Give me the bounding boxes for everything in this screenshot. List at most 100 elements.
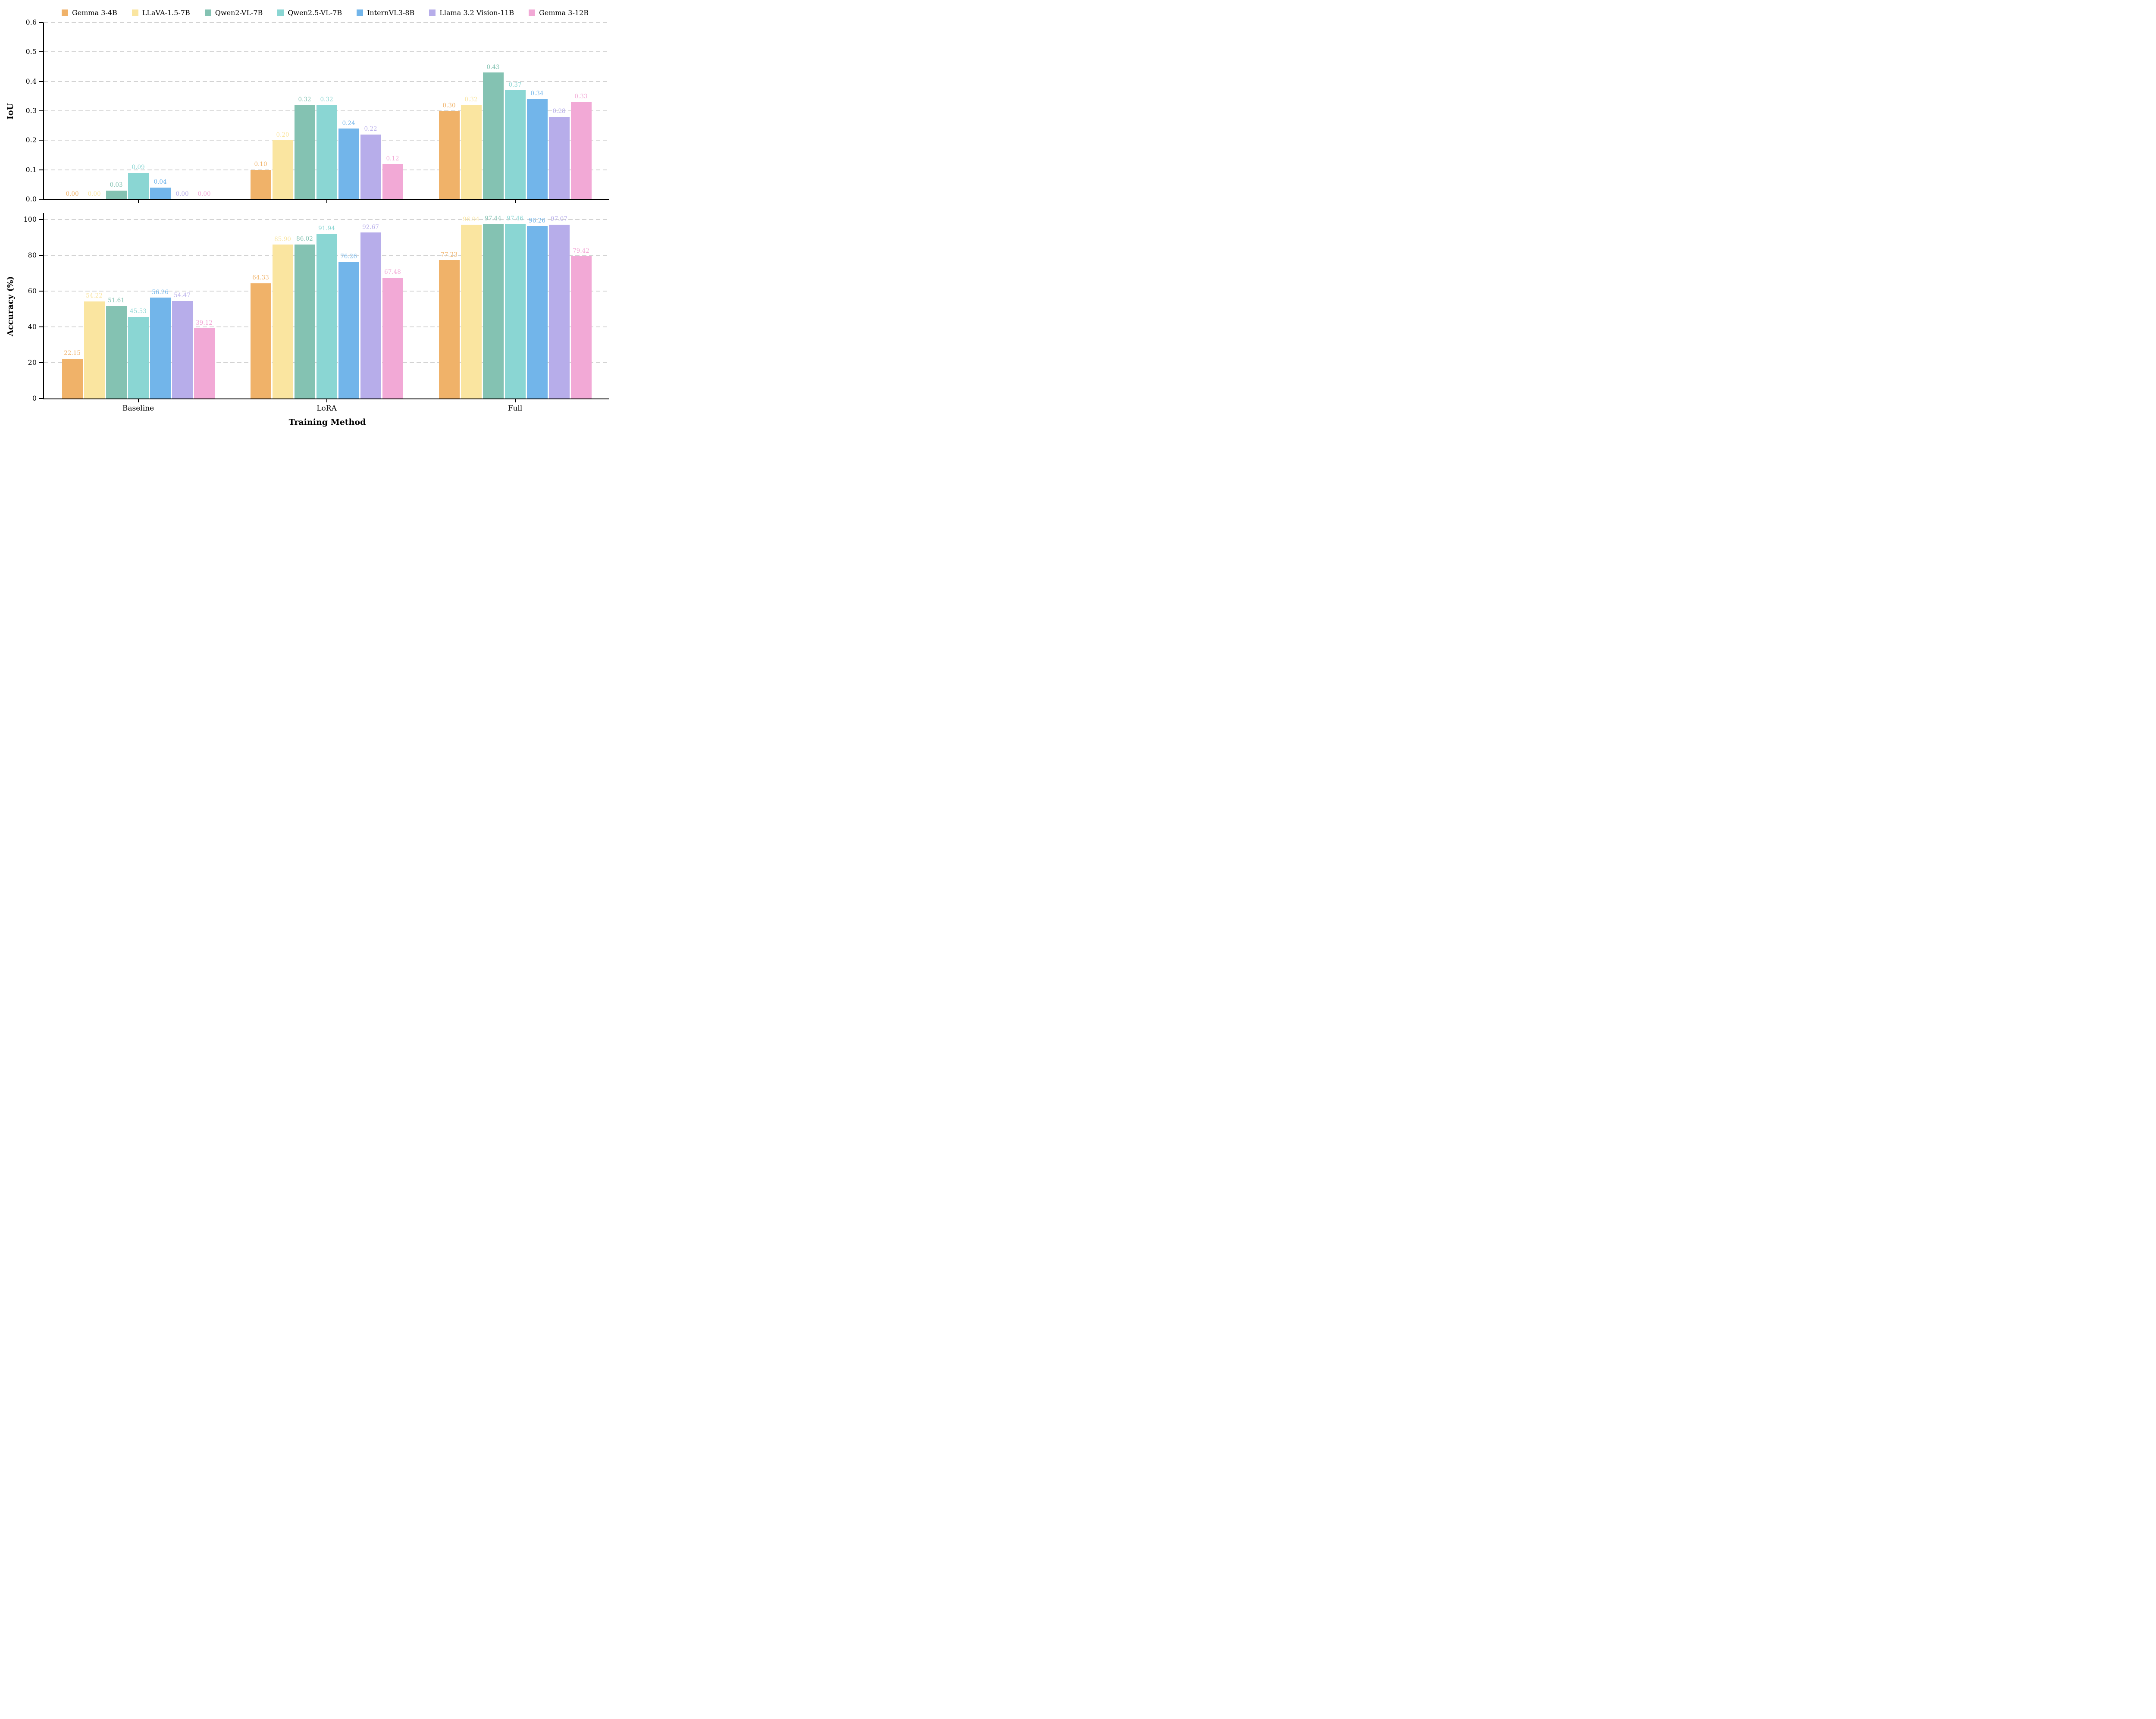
bar-gemma-3-12b-full: 0.33 bbox=[570, 94, 592, 199]
legend-item-internvl3-8b: InternVL3-8B bbox=[357, 9, 414, 17]
bar-value-label: 0.03 bbox=[110, 182, 123, 188]
color-swatch bbox=[357, 9, 364, 16]
color-swatch bbox=[132, 9, 138, 16]
bar-qwen2-5-vl-7b-full: 0.37 bbox=[505, 82, 526, 199]
bar-value-label: 0.37 bbox=[508, 81, 522, 88]
legend-label: LLaVA-1.5-7B bbox=[142, 8, 190, 17]
y-tick-label: 100 bbox=[23, 215, 37, 223]
legend-label: Qwen2-VL-7B bbox=[215, 8, 263, 17]
bar-value-label: 22.15 bbox=[64, 350, 81, 357]
bar-value-label: 0.32 bbox=[320, 96, 333, 103]
y-tick-label: 80 bbox=[28, 251, 37, 259]
bar-internvl3-8b-full: 0.34 bbox=[526, 91, 548, 199]
x-tick-mark bbox=[138, 199, 139, 203]
bar-value-label: 67.48 bbox=[384, 269, 401, 276]
bar-llama-3-2-vision-11b-lora: 92.67 bbox=[360, 224, 381, 398]
y-tick-mark bbox=[39, 362, 43, 363]
bar-qwen2-vl-7b-baseline: 0.03 bbox=[106, 182, 127, 199]
bar-value-label: 39.12 bbox=[196, 319, 213, 326]
y-tick-label: 0.1 bbox=[25, 165, 37, 174]
bar-gemma-3-4b-full: 77.23 bbox=[439, 252, 460, 398]
color-swatch bbox=[429, 9, 436, 16]
legend: Gemma 3-4B LLaVA-1.5-7B Qwen2-VL-7B Qwen2.5… bbox=[39, 3, 611, 22]
legend-item-qwen2-5-vl-7b: Qwen2.5-VL-7B bbox=[277, 9, 342, 17]
bar-llava-1-5-7b-full: 96.94 bbox=[461, 216, 482, 398]
y-tick-label: 0.4 bbox=[25, 77, 37, 85]
legend-label: Llama 3.2 Vision-11B bbox=[439, 8, 514, 17]
bar-group-baseline: 0.00 0.00 0.03 0.09 0.04 0.00 0.00 bbox=[44, 22, 232, 199]
bar-value-label: 91.94 bbox=[318, 225, 335, 232]
legend-label: InternVL3-8B bbox=[367, 8, 415, 17]
bar-internvl3-8b-baseline: 56.26 bbox=[150, 289, 171, 398]
accuracy-plot-area: 0 20 40 60 80 100 22.15 54.22 51.61 45.53 56.26 54.… bbox=[23, 213, 609, 413]
y-tick-label: 20 bbox=[28, 358, 37, 367]
legend-item-gemma-3-4b: Gemma 3-4B bbox=[62, 9, 117, 17]
y-tick-label: 0.6 bbox=[25, 18, 37, 26]
bar-llava-1-5-7b-lora: 85.90 bbox=[272, 236, 293, 398]
bar-value-label: 0.34 bbox=[530, 90, 544, 97]
legend-item-llama-3-2-vision-11b: Llama 3.2 Vision-11B bbox=[429, 9, 514, 17]
bar-gemma-3-12b-baseline: 39.12 bbox=[194, 320, 215, 398]
bar-value-label: 97.46 bbox=[507, 215, 523, 222]
bar-value-label: 0.30 bbox=[442, 102, 456, 109]
x-tick-mark bbox=[514, 398, 516, 402]
legend-label: Gemma 3-4B bbox=[72, 8, 117, 17]
bar-internvl3-8b-baseline: 0.04 bbox=[150, 179, 171, 199]
gridline-0.6 bbox=[44, 22, 609, 23]
x-tick-label-lora: LoRA bbox=[317, 404, 337, 413]
gridline-100 bbox=[44, 219, 609, 220]
bar-qwen2-5-vl-7b-lora: 0.32 bbox=[316, 97, 337, 199]
bar-qwen2-5-vl-7b-full: 97.46 bbox=[505, 216, 526, 398]
bar-value-label: 0.00 bbox=[66, 190, 79, 198]
bar-llama-3-2-vision-11b-lora: 0.22 bbox=[360, 126, 381, 199]
legend-item-qwen2-vl-7b: Qwen2-VL-7B bbox=[204, 8, 263, 17]
bar-internvl3-8b-lora: 0.24 bbox=[338, 120, 359, 199]
y-tick-mark bbox=[39, 110, 43, 111]
bar-llama-3-2-vision-11b-baseline: 54.47 bbox=[172, 293, 193, 398]
bar-qwen2-vl-7b-baseline: 51.61 bbox=[106, 298, 127, 398]
bar-value-label: 77.23 bbox=[441, 251, 458, 258]
bar-value-label: 85.90 bbox=[274, 235, 291, 243]
bar-value-label: 0.00 bbox=[88, 190, 101, 198]
bar-value-label: 0.00 bbox=[197, 190, 211, 198]
bar-value-label: 0.04 bbox=[154, 179, 167, 186]
y-tick-label: 0 bbox=[32, 394, 37, 402]
y-tick-mark bbox=[39, 51, 43, 53]
bar-qwen2-vl-7b-lora: 0.32 bbox=[294, 97, 315, 199]
bar-value-label: 92.67 bbox=[362, 223, 379, 231]
bar-gemma-3-4b-full: 0.30 bbox=[439, 103, 460, 199]
bar-value-label: 76.26 bbox=[340, 253, 357, 260]
x-tick-label-full: Full bbox=[508, 404, 523, 413]
x-tick-mark bbox=[326, 199, 327, 203]
bar-gemma-3-4b-baseline: 22.15 bbox=[62, 351, 83, 398]
bar-gemma-3-4b-lora: 0.10 bbox=[250, 162, 271, 199]
bar-qwen2-vl-7b-full: 97.44 bbox=[483, 216, 504, 398]
y-tick-label: 0.3 bbox=[25, 107, 37, 115]
bar-group-lora: 64.33 85.90 86.02 91.94 76.26 92.67 67.48 bbox=[232, 213, 421, 398]
bar-value-label: 0.12 bbox=[386, 155, 399, 162]
bar-group-baseline: 22.15 54.22 51.61 45.53 56.26 54.47 39.12 bbox=[44, 213, 232, 398]
y-tick-label: 60 bbox=[28, 286, 37, 295]
bar-qwen2-5-vl-7b-baseline: 45.53 bbox=[128, 309, 149, 398]
bar-llava-1-5-7b-baseline: 54.22 bbox=[84, 293, 105, 398]
bar-value-label: 54.47 bbox=[174, 292, 191, 299]
y-tick-mark bbox=[39, 169, 43, 170]
bar-gemma-3-12b-full: 79.42 bbox=[570, 248, 592, 398]
bar-value-label: 45.53 bbox=[130, 308, 147, 315]
y-tick-mark bbox=[39, 326, 43, 327]
color-swatch bbox=[277, 9, 284, 16]
legend-label: Gemma 3-12B bbox=[539, 8, 589, 17]
bar-value-label: 0.00 bbox=[175, 190, 189, 198]
bar-value-label: 0.22 bbox=[364, 125, 377, 133]
iou-plot-area: 0.0 0.1 0.2 0.3 0.4 0.5 0.6 0.00 0.00 0.03 0.09 0.0… bbox=[26, 19, 609, 203]
bar-value-label: 0.09 bbox=[132, 164, 145, 171]
x-tick-mark bbox=[514, 199, 516, 203]
bar-gemma-3-12b-lora: 0.12 bbox=[382, 156, 403, 199]
bar-gemma-3-12b-lora: 67.48 bbox=[382, 270, 403, 398]
y-tick-mark bbox=[39, 219, 43, 220]
bar-group-full: 0.30 0.32 0.43 0.37 0.34 0.28 0.33 bbox=[421, 22, 609, 199]
y-tick-mark bbox=[39, 398, 43, 399]
bar-llava-1-5-7b-full: 0.32 bbox=[461, 97, 482, 199]
legend-item-gemma-3-12b: Gemma 3-12B bbox=[529, 9, 589, 17]
bar-value-label: 64.33 bbox=[252, 274, 269, 282]
